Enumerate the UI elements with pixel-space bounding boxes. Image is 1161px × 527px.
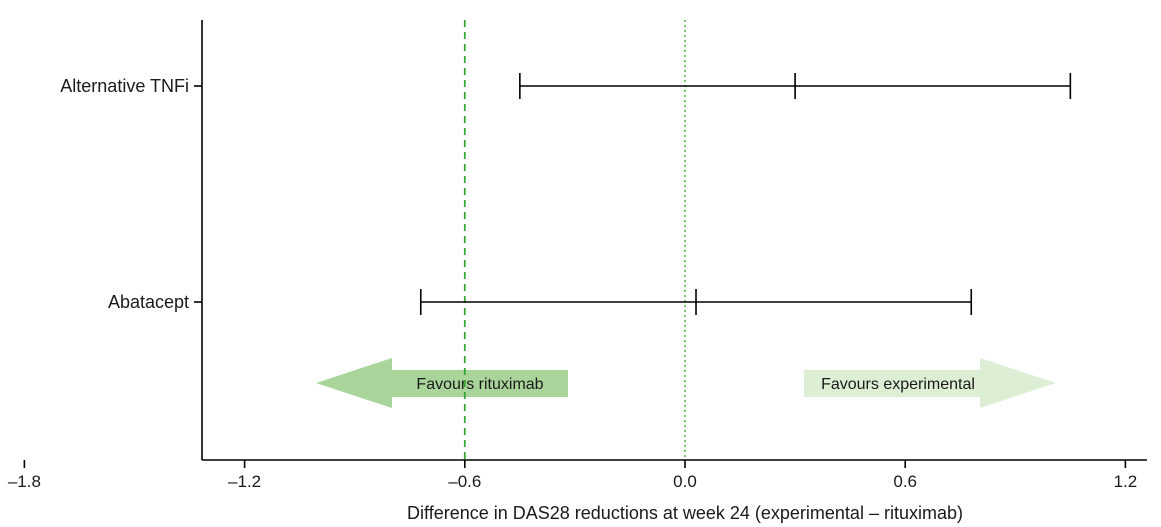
x-tick-label: –1.8 (8, 472, 41, 491)
x-axis-label: Difference in DAS28 reductions at week 2… (407, 503, 963, 523)
arrow-left-label: Favours rituximab (416, 376, 543, 393)
x-tick-label: 0.0 (673, 472, 697, 491)
row-label: Abatacept (108, 292, 189, 312)
x-tick-label: 1.2 (1114, 472, 1138, 491)
arrow-left-shape (316, 358, 568, 408)
reference-lines (463, 20, 686, 460)
x-tick-label: –0.6 (448, 472, 481, 491)
forest-rows: Alternative TNFi Abatacept (60, 73, 1072, 315)
x-tick-label: –1.2 (228, 472, 261, 491)
x-axis-ticks: –2.4–1.8–1.2–0.60.00.61.21.82.4 (8, 460, 1138, 491)
arrow-right-label: Favours experimental (821, 376, 975, 393)
annotation-arrows: Favours rituximab Favours experimental (316, 358, 1056, 408)
arrow-right-shape (804, 358, 1056, 408)
x-tick-label: 0.6 (893, 472, 917, 491)
row-label: Alternative TNFi (60, 76, 189, 96)
